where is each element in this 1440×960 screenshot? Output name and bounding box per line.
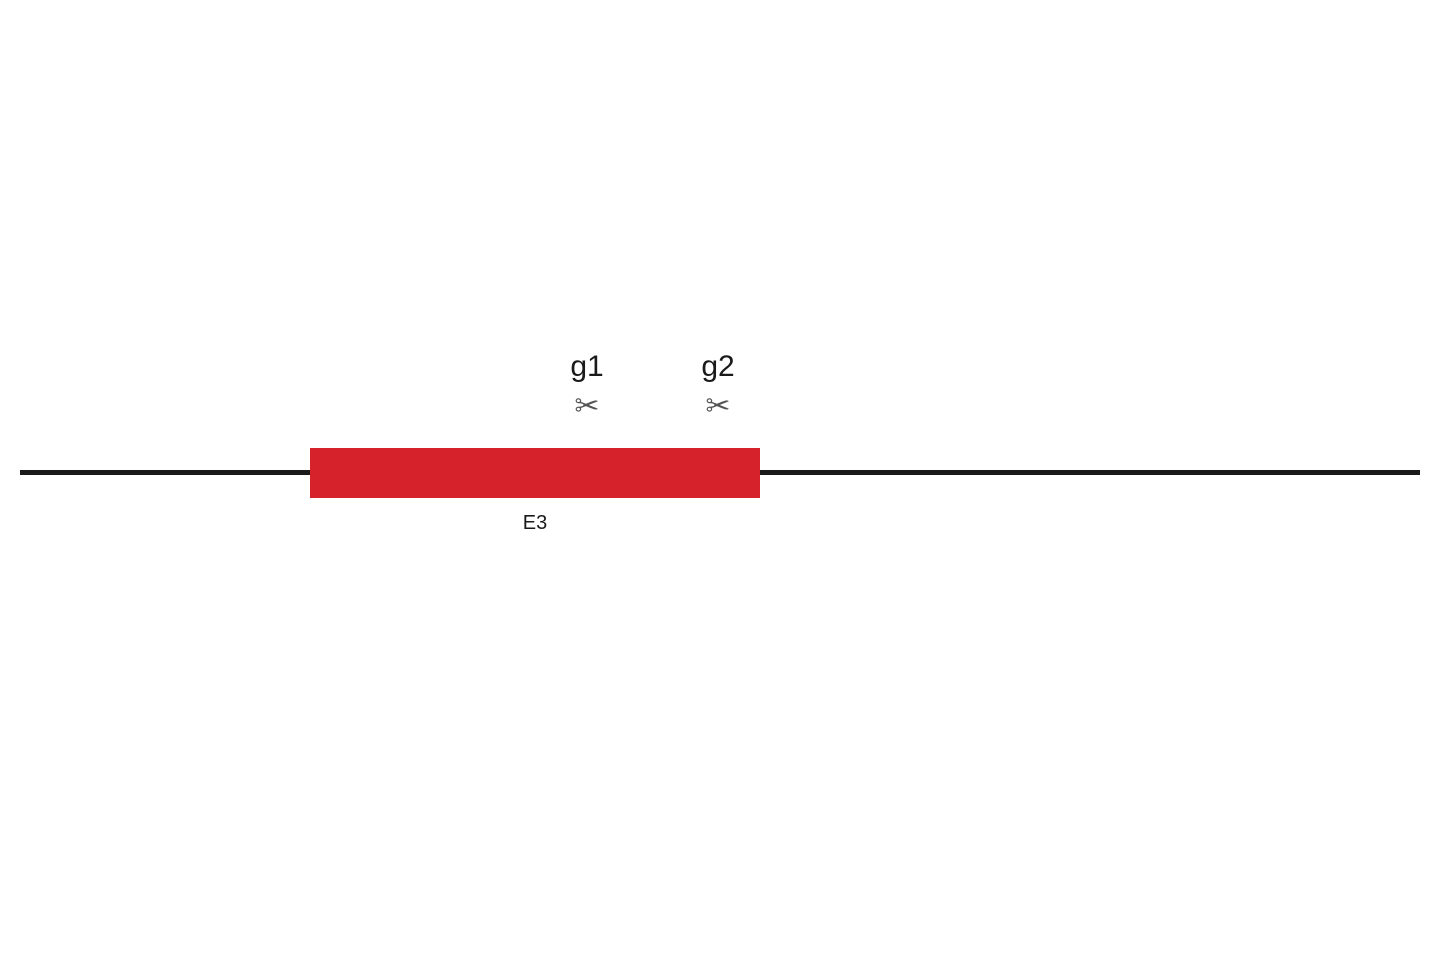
guide-label: g1 bbox=[570, 350, 603, 384]
guide-marker-g2: g2 ✂ bbox=[701, 350, 734, 418]
scissors-icon: ✂ bbox=[705, 388, 730, 418]
intron-line-left bbox=[20, 470, 310, 475]
intron-line-right bbox=[760, 470, 1420, 475]
gene-diagram: E3 g1 ✂ g2 ✂ bbox=[0, 0, 1440, 960]
scissors-icon: ✂ bbox=[574, 388, 599, 418]
guide-label: g2 bbox=[701, 350, 734, 384]
exon-label: E3 bbox=[523, 512, 547, 535]
guide-marker-g1: g1 ✂ bbox=[570, 350, 603, 418]
exon-box bbox=[310, 448, 760, 498]
